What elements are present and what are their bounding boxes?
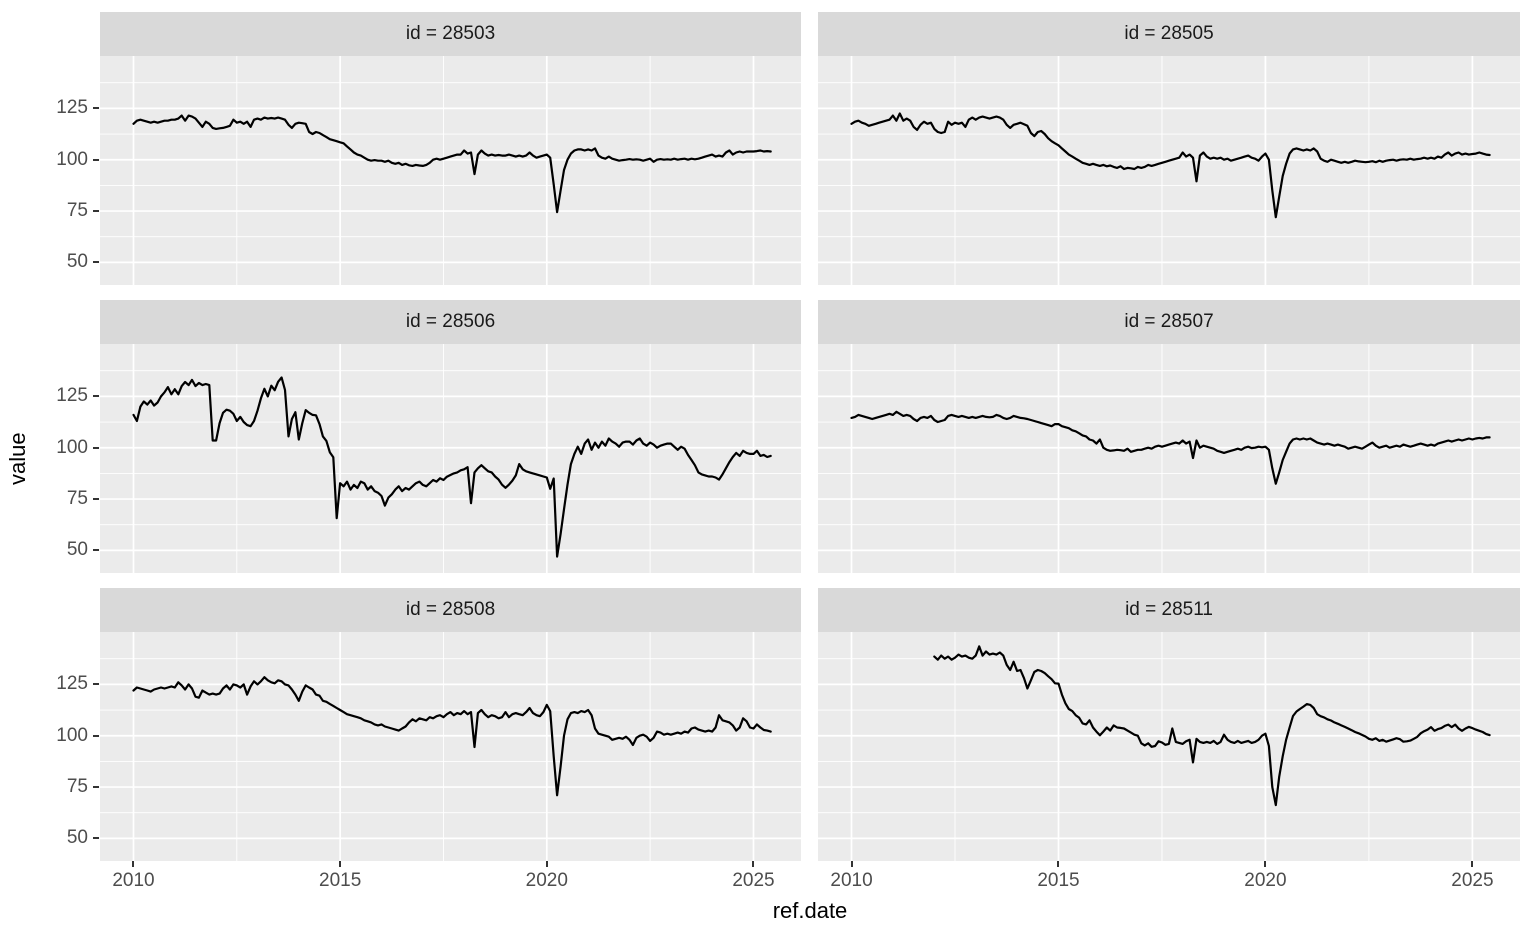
y-tick-label: 125 bbox=[56, 673, 88, 695]
facet-strip: id = 28511 bbox=[818, 588, 1520, 632]
facet-strip: id = 28508 bbox=[100, 588, 801, 632]
facet-panel-28511 bbox=[818, 632, 1520, 861]
x-tick-label: 2010 bbox=[830, 870, 873, 891]
y-tick-label: 50 bbox=[66, 251, 88, 273]
facet-panel-28505 bbox=[818, 56, 1520, 285]
x-tick-label: 2010 bbox=[112, 870, 155, 891]
y-tick-label: 100 bbox=[56, 148, 88, 170]
x-tick-mark bbox=[1057, 861, 1060, 867]
facet-strip-label: id = 28507 bbox=[1124, 311, 1214, 332]
y-tick-label: 125 bbox=[56, 385, 88, 407]
series-line-28506 bbox=[132, 376, 772, 558]
facet-panel-28508 bbox=[100, 632, 801, 861]
facet-strip: id = 28503 bbox=[100, 12, 801, 56]
series-line-28511 bbox=[933, 645, 1491, 807]
y-tick-mark bbox=[93, 158, 99, 161]
facet-strip-label: id = 28505 bbox=[1124, 23, 1214, 44]
x-tick-mark bbox=[132, 861, 135, 867]
y-tick-mark bbox=[93, 210, 99, 213]
y-tick-mark bbox=[93, 549, 99, 552]
x-tick-label: 2015 bbox=[319, 870, 362, 891]
x-tick-label: 2020 bbox=[525, 870, 568, 891]
facet-strip-label: id = 28506 bbox=[405, 311, 496, 332]
x-tick-label: 2025 bbox=[732, 870, 775, 891]
x-tick-label: 2015 bbox=[1037, 870, 1080, 891]
x-tick-mark bbox=[752, 861, 755, 867]
y-tick-label: 75 bbox=[66, 776, 88, 798]
facet-strip: id = 28507 bbox=[818, 300, 1520, 344]
series-line-28503 bbox=[132, 114, 772, 214]
y-tick-label: 50 bbox=[66, 539, 88, 561]
x-tick-mark bbox=[339, 861, 342, 867]
y-tick-label: 100 bbox=[56, 724, 88, 746]
facet-strip-label: id = 28503 bbox=[405, 23, 496, 44]
y-tick-mark bbox=[93, 446, 99, 449]
x-tick-mark bbox=[1471, 861, 1474, 867]
x-tick-label: 2025 bbox=[1451, 870, 1494, 891]
y-tick-mark bbox=[93, 395, 99, 398]
x-tick-mark bbox=[850, 861, 853, 867]
y-tick-mark bbox=[93, 837, 99, 840]
y-tick-mark bbox=[93, 261, 99, 264]
series-line-28507 bbox=[850, 410, 1491, 485]
facet-strip: id = 28505 bbox=[818, 12, 1520, 56]
y-tick-mark bbox=[93, 734, 99, 737]
y-tick-mark bbox=[93, 498, 99, 501]
x-tick-mark bbox=[1264, 861, 1267, 867]
x-axis-title: ref.date bbox=[772, 898, 848, 923]
y-tick-label: 100 bbox=[56, 436, 88, 458]
series-line-28508 bbox=[132, 676, 772, 797]
y-tick-label: 125 bbox=[56, 97, 88, 119]
facet-strip: id = 28506 bbox=[100, 300, 801, 344]
y-tick-label: 50 bbox=[66, 827, 88, 849]
y-tick-label: 75 bbox=[66, 488, 88, 510]
y-tick-mark bbox=[93, 107, 99, 110]
x-tick-label: 2020 bbox=[1244, 870, 1287, 891]
y-tick-mark bbox=[93, 683, 99, 686]
series-line-28505 bbox=[850, 112, 1491, 219]
facet-panel-28503 bbox=[100, 56, 801, 285]
x-tick-mark bbox=[545, 861, 548, 867]
y-tick-label: 75 bbox=[66, 200, 88, 222]
facet-panel-28506 bbox=[100, 344, 801, 573]
facet-panel-28507 bbox=[818, 344, 1520, 573]
y-tick-mark bbox=[93, 786, 99, 789]
facet-strip-label: id = 28511 bbox=[1125, 599, 1213, 620]
facet-strip-label: id = 28508 bbox=[405, 599, 496, 620]
